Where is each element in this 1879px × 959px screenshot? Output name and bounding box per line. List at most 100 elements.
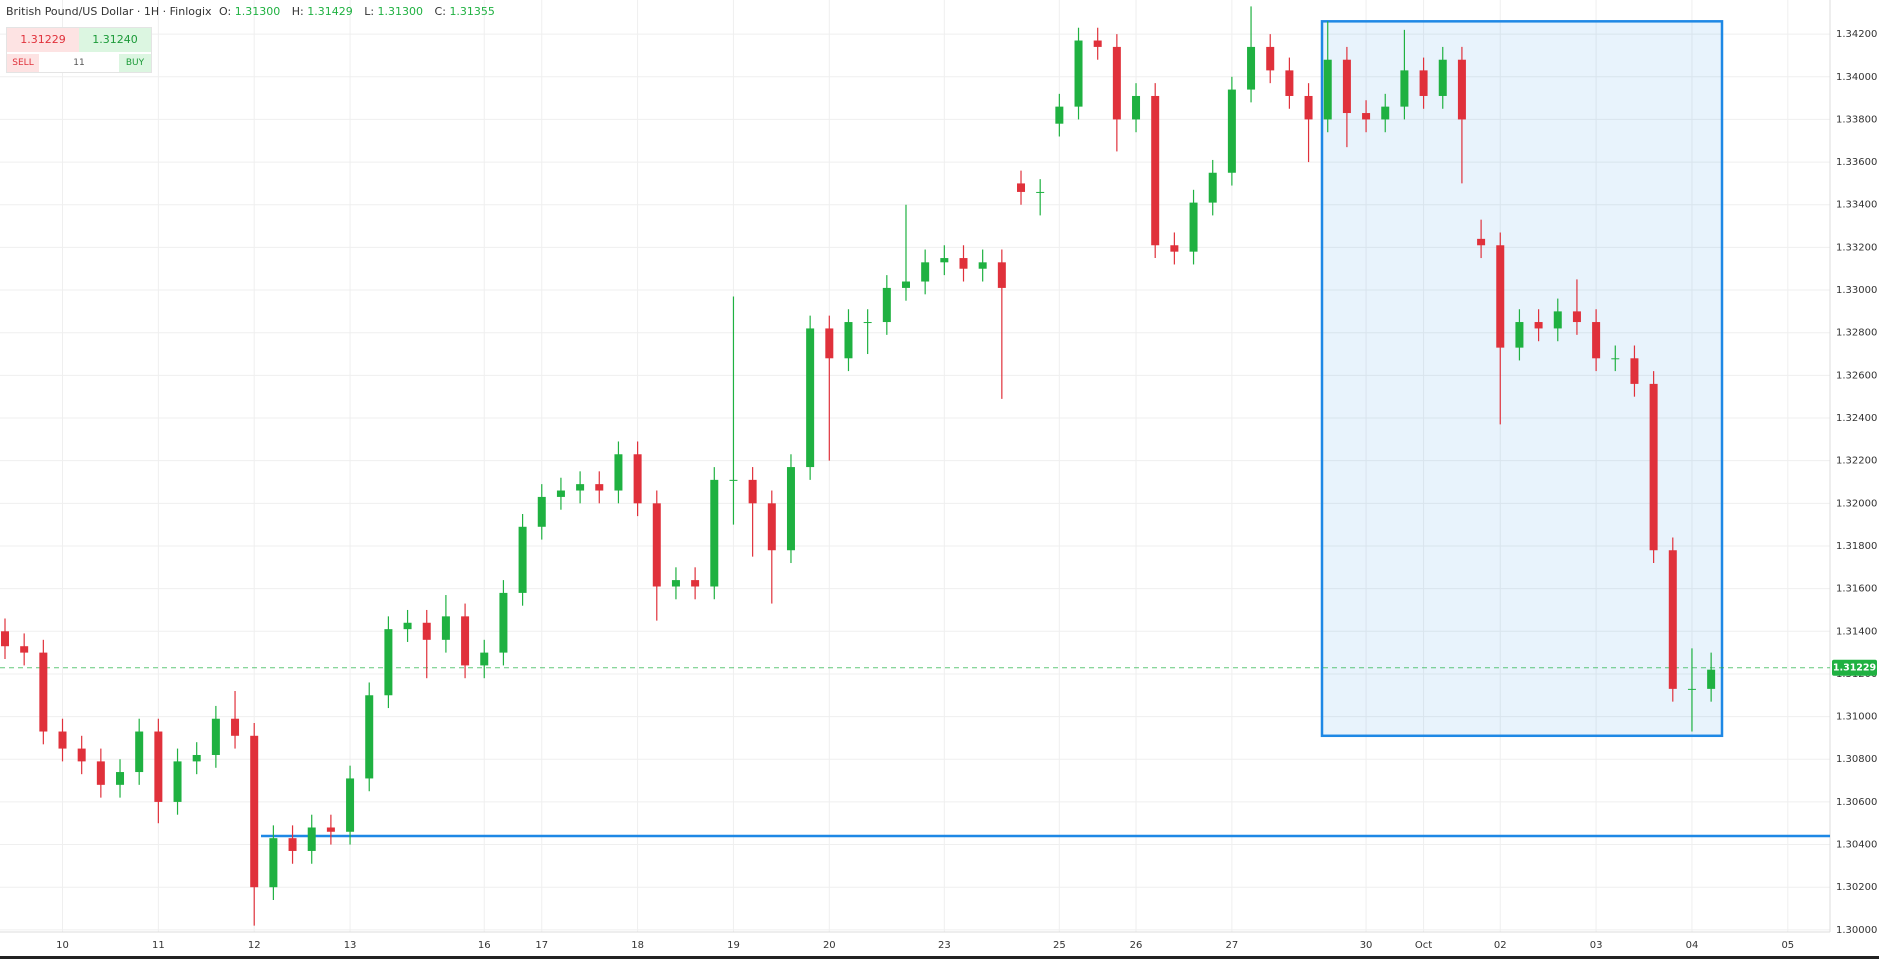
candle-body [1534,322,1543,329]
candle-body [422,622,431,640]
candle-body [748,479,757,504]
symbol-title: British Pound/US Dollar · 1H · Finlogix [6,5,212,18]
y-tick-label: 1.32600 [1836,370,1877,381]
candle-body [518,526,527,593]
y-tick-label: 1.33600 [1836,157,1877,168]
x-tick-label: 23 [938,940,951,951]
candle-body [1687,688,1696,690]
y-tick-label: 1.30400 [1836,840,1877,851]
x-tick-label: 03 [1590,940,1603,951]
candle-body [806,328,815,468]
sell-price[interactable]: 1.31229 [7,28,79,52]
y-tick-label: 1.31800 [1836,541,1877,552]
candle-body [1055,106,1064,124]
buy-price[interactable]: 1.31240 [79,28,151,52]
candle-body [844,322,853,359]
candle-body [1323,59,1332,120]
ohlc-key: C: [434,5,446,18]
y-tick-label: 1.31000 [1836,712,1877,723]
candle-body [1170,245,1179,252]
current-price-tag [1832,659,1877,676]
candle-body [1457,59,1466,120]
candle-body [1381,106,1390,120]
candle-body [403,622,412,630]
x-tick-label: 12 [248,940,261,951]
candle-body [959,258,968,269]
candle-body [1668,550,1677,689]
x-tick-label: 19 [727,940,740,951]
candle-body [940,258,949,263]
candle-body [1189,202,1198,252]
candle-body [1496,245,1505,348]
candle-body [173,761,182,802]
x-tick-label: 27 [1226,940,1239,951]
x-tick-label: 16 [478,940,491,951]
candle-body [1611,358,1620,360]
y-tick-label: 1.34000 [1836,72,1877,83]
y-tick-label: 1.32000 [1836,498,1877,509]
candle-body [1400,70,1409,107]
candle-body [1132,95,1141,120]
candle-body [461,616,470,666]
ohlc-value: 1.31300 [234,5,281,18]
candle-body [77,748,86,762]
candle-body [39,652,48,732]
bottom-bar [0,956,1879,959]
candle-body [1112,46,1121,120]
candle-body [1151,95,1160,246]
candle-body [326,827,335,832]
candle-body [250,735,259,888]
candle-body [211,718,220,755]
candle-body [480,652,489,666]
x-tick-label: 10 [56,940,69,951]
y-tick-label: 1.30000 [1836,925,1877,936]
candle-body [671,580,680,587]
ohlc-key: H: [291,5,304,18]
x-tick-label: 11 [152,940,165,951]
x-tick-label: 20 [823,940,836,951]
candle-body [192,754,201,762]
x-tick-label: Oct [1415,940,1432,951]
y-tick-label: 1.33400 [1836,200,1877,211]
candle-body [269,838,278,888]
ohlc-value: 1.31429 [307,5,353,18]
candle-body [384,629,393,696]
candle-body [1093,40,1102,47]
candle-body [1227,89,1236,173]
candle-body [1342,59,1351,114]
candle-body [1553,311,1562,329]
buy-button[interactable]: BUY [119,54,151,72]
candle-body [882,287,891,323]
candle-body [58,731,67,749]
x-tick-label: 17 [535,940,548,951]
candle-body [1,631,9,647]
candle-body [1649,383,1658,551]
candle-body [786,467,795,551]
x-tick-label: 05 [1781,940,1794,951]
candle-body [537,496,546,527]
y-tick-label: 1.31400 [1836,626,1877,637]
y-tick-label: 1.31600 [1836,584,1877,595]
x-tick-label: 26 [1130,940,1143,951]
candle-body [116,772,125,785]
candle-body [441,616,450,640]
candle-body [997,262,1006,288]
sell-button[interactable]: SELL [7,54,39,72]
x-tick-label: 25 [1053,940,1066,951]
candle-body [863,322,872,324]
y-tick-label: 1.33800 [1836,114,1877,125]
y-tick-label: 1.32400 [1836,413,1877,424]
candle-body [901,281,910,288]
ohlc-key: O: [219,5,232,18]
x-tick-label: 02 [1494,940,1507,951]
candle-body [154,731,163,802]
candle-body [1515,322,1524,348]
y-tick-label: 1.34200 [1836,29,1877,40]
candle-body [978,262,987,269]
candle-body [1285,70,1294,96]
candle-body [365,695,374,779]
candle-body [1630,358,1639,384]
y-tick-label: 1.32800 [1836,328,1877,339]
x-tick-label: 30 [1360,940,1373,951]
candle-body [20,646,29,653]
